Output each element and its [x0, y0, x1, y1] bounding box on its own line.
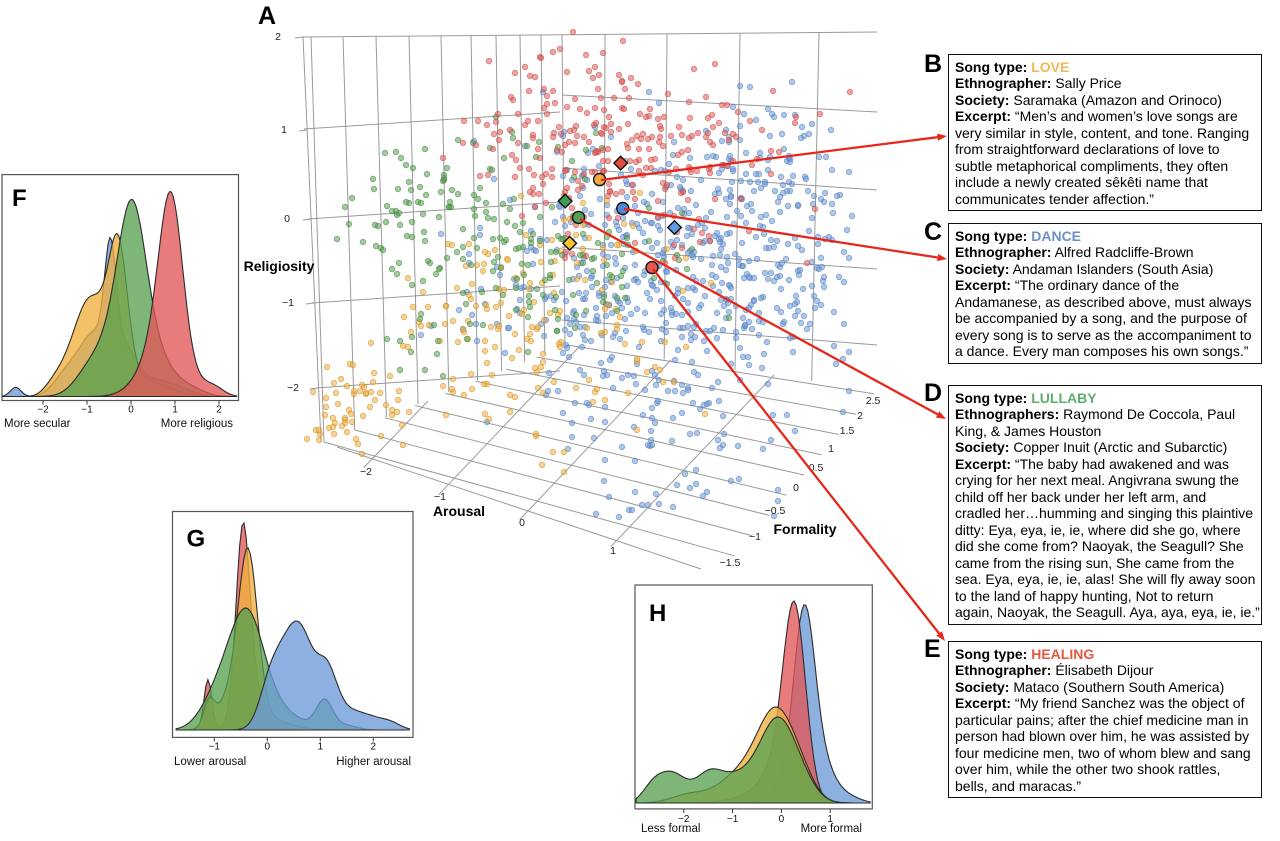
svg-text:−1: −1 [282, 297, 294, 309]
svg-text:0: 0 [793, 482, 799, 494]
svg-text:1: 1 [318, 742, 324, 753]
svg-text:Arousal: Arousal [433, 503, 485, 519]
svg-text:−0.5: −0.5 [765, 505, 786, 517]
svg-text:Religiosity: Religiosity [244, 258, 315, 274]
svg-text:F: F [12, 185, 27, 212]
svg-text:−1.5: −1.5 [720, 557, 741, 569]
svg-text:−2: −2 [678, 814, 690, 825]
svg-text:1: 1 [828, 443, 834, 455]
svg-text:2: 2 [857, 410, 863, 422]
svg-text:Higher arousal: Higher arousal [336, 756, 411, 768]
svg-text:−2: −2 [287, 382, 299, 394]
svg-text:0: 0 [779, 814, 785, 825]
svg-text:0: 0 [265, 742, 271, 753]
svg-text:−1: −1 [749, 531, 761, 543]
svg-text:G: G [187, 526, 206, 553]
svg-text:0: 0 [128, 405, 134, 416]
svg-text:0: 0 [284, 213, 290, 225]
svg-text:−1: −1 [209, 742, 221, 753]
svg-text:1: 1 [610, 545, 616, 557]
svg-text:−2: −2 [37, 405, 49, 416]
svg-text:H: H [649, 600, 666, 627]
svg-text:−1: −1 [434, 491, 446, 503]
svg-text:−1: −1 [81, 405, 93, 416]
svg-text:2.5: 2.5 [866, 395, 881, 407]
svg-text:2: 2 [371, 742, 377, 753]
svg-text:More religious: More religious [161, 418, 233, 430]
svg-text:More formal: More formal [801, 823, 862, 835]
svg-text:0: 0 [519, 517, 525, 529]
svg-text:−2: −2 [360, 466, 372, 478]
svg-text:1.5: 1.5 [840, 425, 855, 437]
svg-text:Formality: Formality [773, 521, 836, 537]
svg-text:1: 1 [281, 124, 287, 136]
svg-text:1: 1 [172, 405, 178, 416]
svg-text:Less formal: Less formal [641, 823, 700, 835]
svg-text:Lower arousal: Lower arousal [174, 756, 246, 768]
svg-text:1: 1 [827, 814, 833, 825]
svg-text:2: 2 [275, 31, 281, 43]
svg-text:−1: −1 [727, 814, 739, 825]
svg-text:2: 2 [216, 405, 222, 416]
svg-text:0.5: 0.5 [809, 462, 824, 474]
svg-text:More secular: More secular [4, 418, 71, 430]
